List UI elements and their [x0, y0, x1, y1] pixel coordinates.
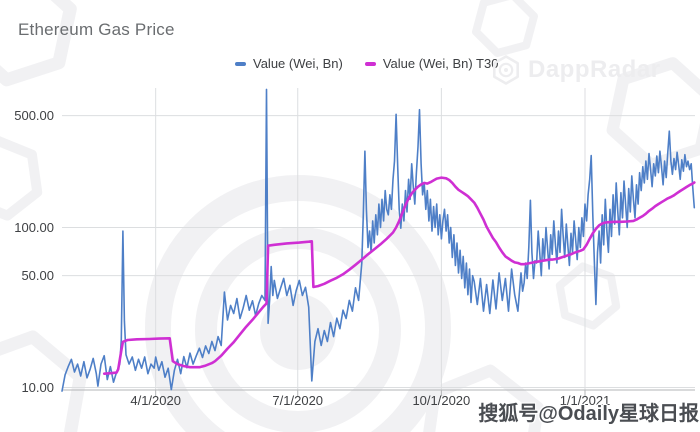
legend-item-value[interactable]: Value (Wei, Bn) — [235, 56, 343, 71]
series-line-value-t30 — [102, 176, 696, 376]
hexagon-watermark-icon — [0, 0, 77, 87]
page-title: Ethereum Gas Price — [18, 20, 175, 39]
y-axis-tick-label: 500.00 — [14, 108, 54, 123]
hexagon-watermark-icon — [555, 262, 621, 330]
legend-swatch-magenta-icon — [364, 61, 376, 66]
hexagon-watermark-icon — [606, 57, 700, 171]
y-axis-tick-label: 50.00 — [21, 268, 54, 283]
hexagon-watermark-icon — [0, 135, 43, 221]
legend-label-value: Value (Wei, Bn) — [253, 56, 343, 71]
dappradar-watermark-text: DappRadar — [528, 56, 661, 83]
x-axis-tick-label: 7/1/2020 — [272, 393, 323, 408]
x-axis-tick-label: 1/1/2021 — [560, 393, 611, 408]
legend-swatch-blue-icon — [235, 61, 246, 66]
y-axis-tick-label: 10.00 — [21, 380, 54, 395]
legend-item-value-t30[interactable]: Value (Wei, Bn) T30 — [364, 56, 499, 71]
series-line-value — [61, 88, 696, 392]
sohu-odaily-watermark: 搜狐号@Odaily星球日报 — [478, 403, 699, 425]
y-axis-tick-label: 100.00 — [14, 220, 54, 235]
dappradar-logo-icon — [492, 55, 520, 85]
x-axis-tick-label: 4/1/2020 — [130, 393, 181, 408]
chart-legend: Value (Wei, Bn) Value (Wei, Bn) T30 — [235, 56, 498, 71]
hexagon-watermark-icon — [0, 330, 87, 432]
legend-label-value-t30: Value (Wei, Bn) T30 — [382, 56, 499, 71]
x-axis-tick-label: 10/1/2020 — [412, 393, 470, 408]
hexagon-watermark-icon — [472, 0, 538, 57]
dappradar-watermark: DappRadar — [491, 55, 661, 85]
